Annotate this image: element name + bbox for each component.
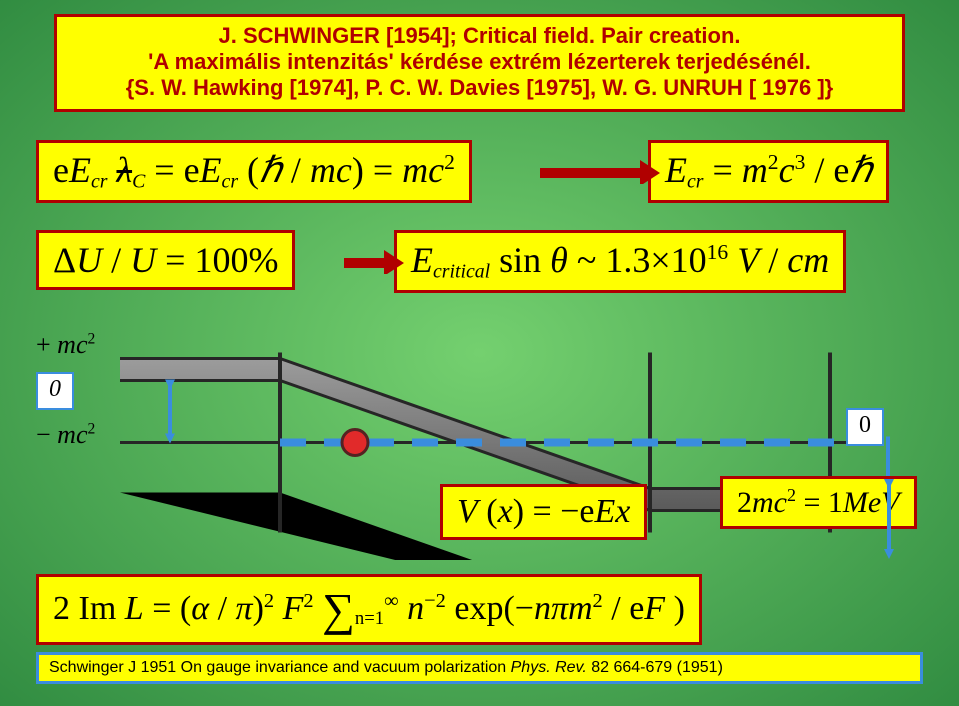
potential-box: V (x) = −eEx — [440, 484, 647, 540]
title-line-2: 'A maximális intenzitás' kérdése extrém … — [75, 49, 884, 75]
pair-dot — [342, 430, 368, 456]
title-line-3: {S. W. Hawking [1974], P. C. W. Davies [… — [75, 75, 884, 101]
footer-text: Schwinger J 1951 On gauge invariance and… — [49, 659, 511, 676]
schwinger-formula: 2 Im L = (α / π)2 F2 ∑n=1∞ n−2 exp(−nπm2… — [36, 574, 702, 645]
title-plate: J. SCHWINGER [1954]; Critical field. Pai… — [54, 14, 905, 112]
footer-citation: Schwinger J 1951 On gauge invariance and… — [36, 652, 923, 684]
eq2-connector — [344, 250, 404, 274]
eq1-right: Ecr = m2c3 / eℏ — [648, 140, 889, 203]
footer-tail: 82 664-679 (1951) — [587, 659, 723, 676]
eq1-connector — [540, 160, 660, 184]
zero-right: 0 — [846, 408, 884, 446]
eq1-left: eEcr λC = eEcr (ℏ / mc) = mc2 — [36, 140, 472, 203]
eq2-left: ΔU / U = 100% — [36, 230, 295, 290]
slide-root: J. SCHWINGER [1954]; Critical field. Pai… — [0, 0, 959, 706]
footer-journal: Phys. Rev. — [511, 659, 587, 676]
mass-gap-arrow — [876, 476, 902, 562]
eq2-right: Ecritical sin θ ~ 1.3×1016 V / cm — [394, 230, 846, 293]
title-line-1: J. SCHWINGER [1954]; Critical field. Pai… — [75, 23, 884, 49]
